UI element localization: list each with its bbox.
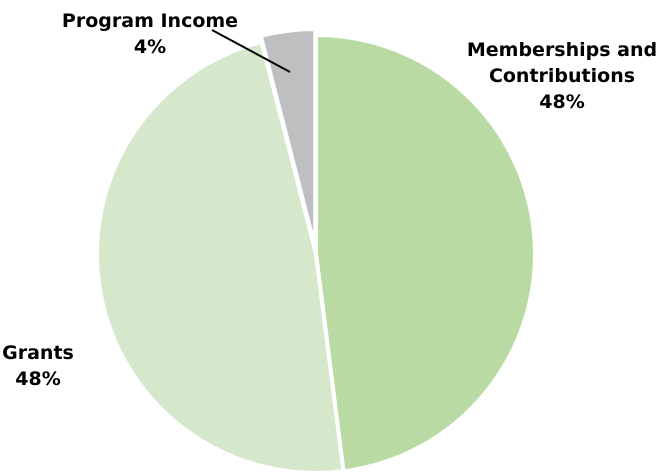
pie-slices (95, 27, 537, 473)
slice-percent-label: 48% (15, 368, 60, 390)
pie-slice-grants (95, 39, 346, 473)
program-income-leader-line (211, 29, 291, 73)
slice-percent-label: 4% (134, 36, 166, 58)
slice-name-label: Contributions (489, 65, 635, 87)
slice-name-label: Memberships and (467, 39, 657, 61)
slice-name-label: Program Income (62, 10, 238, 32)
data-label-memberships-and-contributions: Memberships and Contributions 48% (467, 39, 657, 113)
pie-slice-program-income (258, 27, 318, 251)
slice-percent-label: 48% (539, 91, 584, 113)
data-label-program-income: Program Income 4% (62, 10, 238, 58)
pie-labels: Memberships and Contributions 48% Grants 48%… (2, 10, 657, 390)
pie-slice-memberships-and-contributions (314, 33, 537, 473)
data-label-grants: Grants 48% (2, 342, 74, 390)
slice-name-label: Grants (2, 342, 74, 364)
